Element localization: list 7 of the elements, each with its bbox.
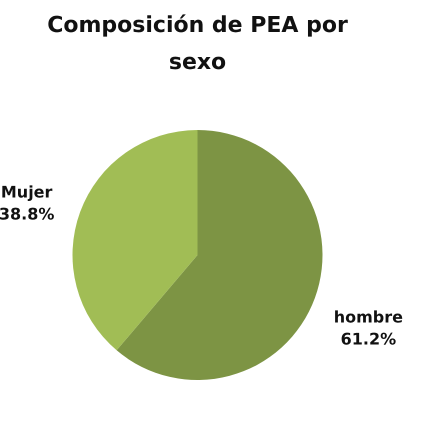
pie-slice xyxy=(116,130,322,380)
pie-slice xyxy=(72,130,198,350)
data-label: 38.8% xyxy=(0,204,54,224)
chart-title: Composición de PEA por sexo xyxy=(47,13,348,75)
slice-label: Mujer xyxy=(0,182,53,202)
slice-label: hombre xyxy=(334,308,404,327)
data-label: 61.2% xyxy=(340,330,396,349)
